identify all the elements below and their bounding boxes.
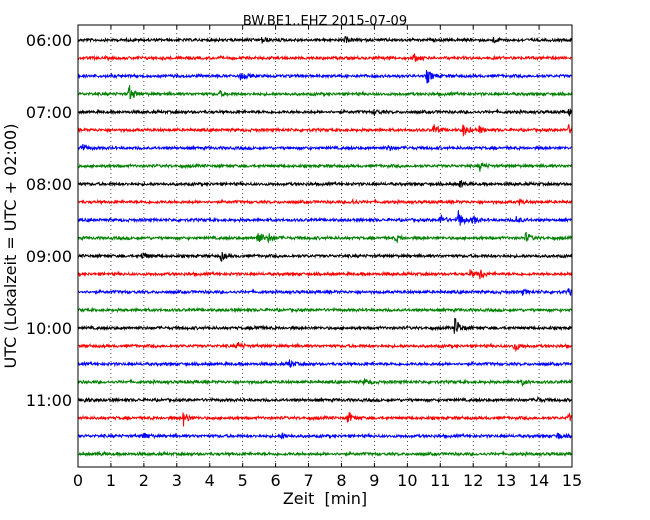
seismic-trace <box>77 251 573 262</box>
seismic-trace <box>77 231 573 244</box>
x-axis-ticks: 0 1 2 3 4 5 6 7 8 9 10 11 12 13 14 15 <box>73 25 582 490</box>
y-tick-label: 07:00 <box>26 103 72 122</box>
x-tick-label: 5 <box>238 471 248 490</box>
seismic-trace <box>77 432 573 440</box>
seismic-trace <box>77 124 573 137</box>
seismic-trace <box>77 180 573 188</box>
x-tick-label: 9 <box>369 471 379 490</box>
x-tick-label: 11 <box>430 471 450 490</box>
y-tick-label: 06:00 <box>26 31 72 50</box>
grid <box>110 25 540 467</box>
seismic-trace <box>77 269 573 280</box>
seismic-trace <box>77 162 573 172</box>
seismic-trace <box>77 317 573 334</box>
seismic-trace <box>77 411 573 427</box>
y-tick-label: 08:00 <box>26 175 72 194</box>
seismic-trace <box>77 287 573 297</box>
seismic-trace <box>77 378 573 387</box>
seismic-trace <box>77 359 573 369</box>
seismic-trace <box>77 306 573 314</box>
x-tick-label: 4 <box>205 471 215 490</box>
x-tick-label: 2 <box>139 471 149 490</box>
seismic-trace <box>77 395 573 404</box>
seismic-trace <box>77 210 573 226</box>
x-tick-label: 13 <box>496 471 516 490</box>
seismic-trace <box>77 450 573 458</box>
plot-frame <box>77 24 573 468</box>
x-tick-label: 15 <box>562 471 582 490</box>
x-axis-label: Zeit [min] <box>283 489 367 508</box>
x-tick-label: 12 <box>463 471 483 490</box>
seismic-trace <box>77 108 573 118</box>
traces <box>77 36 573 458</box>
chart-title: BW.BE1..EHZ 2015-07-09 <box>243 14 407 29</box>
x-tick-label: 3 <box>172 471 182 490</box>
x-tick-label: 10 <box>397 471 417 490</box>
seismic-trace <box>77 36 573 44</box>
x-tick-label: 0 <box>73 471 83 490</box>
x-tick-label: 8 <box>336 471 346 490</box>
y-tick-label: 09:00 <box>26 247 72 266</box>
x-tick-label: 7 <box>303 471 313 490</box>
y-tick-label: 11:00 <box>26 391 72 410</box>
y-tick-label: 10:00 <box>26 319 72 338</box>
x-tick-label: 6 <box>271 471 281 490</box>
seismic-trace <box>77 84 573 100</box>
seismic-trace <box>77 143 573 152</box>
x-tick-label: 1 <box>106 471 116 490</box>
y-axis-ticks: 06:00 07:00 08:00 09:00 10:00 11:00 <box>26 31 572 410</box>
seismic-trace <box>77 341 573 353</box>
seismic-trace <box>77 70 573 84</box>
seismic-trace <box>77 53 573 62</box>
y-axis-label: UTC (Lokalzeit = UTC + 02:00) <box>1 124 20 369</box>
seismic-trace <box>77 197 573 206</box>
x-tick-label: 14 <box>529 471 549 490</box>
